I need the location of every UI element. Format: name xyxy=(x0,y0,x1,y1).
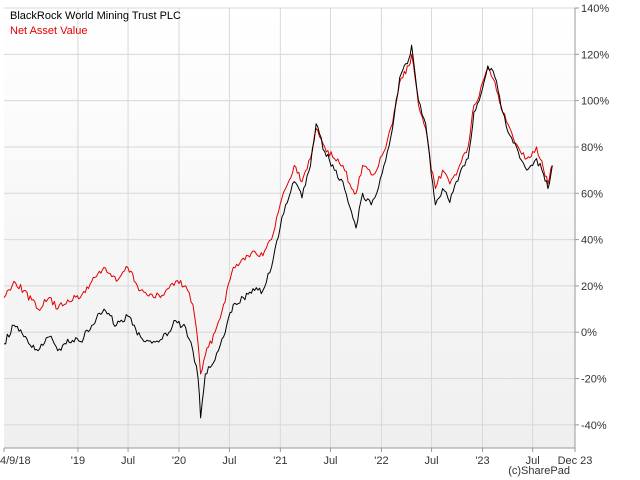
series-line-blackrock-world-mining-trust-plc xyxy=(3,44,553,419)
x-tick-label: '19 xyxy=(71,455,85,467)
y-tick-label: 40% xyxy=(581,235,603,247)
x-tick-label: Jul xyxy=(121,455,135,467)
y-tick-label: 20% xyxy=(581,281,603,293)
y-tick-label: 0% xyxy=(581,327,597,339)
x-tick-label: Dec 23 xyxy=(558,455,593,467)
x-tick-label: '21 xyxy=(273,455,287,467)
y-tick-label: 120% xyxy=(581,49,609,61)
y-tick-label: 140% xyxy=(581,3,609,15)
y-axis-ticks: 140% 120% 100% 80% 60% 40% 20% 0% -20% -40% xyxy=(575,3,609,432)
legend-entry: BlackRock World Mining Trust PLC xyxy=(10,10,181,22)
x-axis-ticks: 4/9/18 '19 Jul '20 Jul '21 Jul '22 Jul '23 Jul Dec … xyxy=(0,448,592,467)
x-tick-label: '20 xyxy=(172,455,186,467)
y-tick-label: -40% xyxy=(581,420,607,432)
y-tick-label: -20% xyxy=(581,374,607,386)
series-line-net-asset-value xyxy=(3,53,553,375)
x-tick-label: Jul xyxy=(323,455,337,467)
gridlines xyxy=(4,7,575,448)
legend-entry: Net Asset Value xyxy=(10,25,87,37)
y-tick-label: 80% xyxy=(581,142,603,154)
x-tick-label: 4/9/18 xyxy=(0,455,31,467)
plot-area xyxy=(4,8,575,448)
y-tick-label: 100% xyxy=(581,96,609,108)
x-tick-label: '22 xyxy=(374,455,388,467)
legend: BlackRock World Mining Trust PLC Net Asse… xyxy=(10,10,181,37)
x-tick-label: Jul xyxy=(526,455,540,467)
x-tick-label: Jul xyxy=(222,455,236,467)
series-layer xyxy=(3,44,553,419)
x-tick-label: '23 xyxy=(475,455,489,467)
x-tick-label: Jul xyxy=(425,455,439,467)
y-tick-label: 60% xyxy=(581,188,603,200)
credit-label: (c)SharePad xyxy=(508,465,570,477)
